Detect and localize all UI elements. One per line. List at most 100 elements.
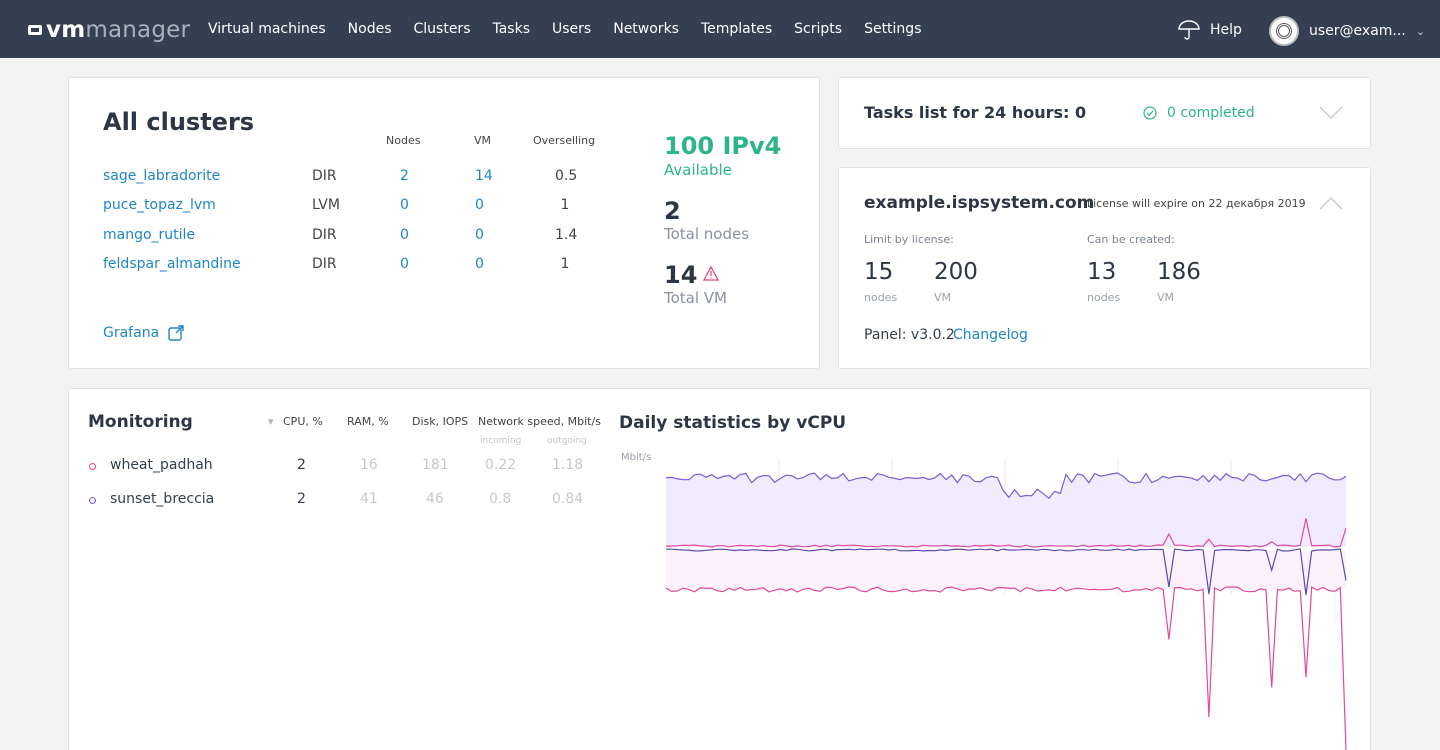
avatar-icon xyxy=(1276,23,1292,39)
cluster-overselling: 1 xyxy=(560,197,570,213)
check-circle-icon xyxy=(1143,106,1157,120)
limit-nodes-value: 15 xyxy=(864,259,894,285)
table-row: puce_topaz_lvm LVM 0 0 1 xyxy=(69,197,629,217)
cluster-overselling: 0.5 xyxy=(555,168,578,184)
ipv4-available-value: 100 IPv4 xyxy=(664,132,782,160)
cluster-type: DIR xyxy=(312,227,337,243)
cluster-vm-link[interactable]: 0 xyxy=(475,227,484,243)
vmmanager-logo[interactable]: vm manager xyxy=(28,17,190,43)
cluster-link[interactable]: sage_labradorite xyxy=(103,168,221,184)
cluster-type: LVM xyxy=(312,197,340,213)
main-nav: Virtual machines Nodes Clusters Tasks Us… xyxy=(208,0,943,58)
cluster-link[interactable]: feldspar_almandine xyxy=(103,256,241,272)
vm-ram: 16 xyxy=(360,457,378,473)
can-nodes-unit: nodes xyxy=(1087,291,1121,304)
changelog-link[interactable]: Changelog xyxy=(953,327,1028,343)
series-line-mid-outgoing xyxy=(666,518,1347,548)
nav-templates[interactable]: Templates xyxy=(700,21,773,37)
ipv4-available-label: Available xyxy=(664,161,732,179)
license-expire: License will expire on 22 декабря 2019 xyxy=(1087,197,1306,210)
vm-name: sunset_breccia xyxy=(110,491,215,507)
cluster-vm-link[interactable]: 14 xyxy=(475,168,493,184)
series-line-outgoing xyxy=(666,586,1347,750)
vm-net-out: 1.18 xyxy=(552,457,584,473)
monitoring-title: Monitoring xyxy=(88,412,193,432)
total-nodes-value: 2 xyxy=(664,197,681,225)
cluster-vm-link[interactable]: 0 xyxy=(475,256,484,272)
col-ram-header[interactable]: RAM, % xyxy=(347,415,389,428)
table-row: feldspar_almandine DIR 0 0 1 xyxy=(69,256,629,276)
clusters-title: All clusters xyxy=(103,108,255,136)
col-network-header[interactable]: Network speed, Mbit/s xyxy=(478,415,601,428)
series-line-incoming xyxy=(666,472,1347,500)
nav-users[interactable]: Users xyxy=(552,21,592,37)
cluster-overselling: 1.4 xyxy=(555,227,578,243)
nav-networks[interactable]: Networks xyxy=(613,21,679,37)
avatar xyxy=(1269,16,1299,46)
license-card: example.ispsystem.com License will expir… xyxy=(838,167,1371,369)
vm-net-in: 0.8 xyxy=(489,491,512,507)
top-bar: vm manager Virtual machines Nodes Cluster… xyxy=(0,0,1440,58)
cluster-overselling: 1 xyxy=(560,256,570,272)
status-dot-icon xyxy=(89,497,96,504)
nav-clusters[interactable]: Clusters xyxy=(413,21,471,37)
chart-title: Daily statistics by vCPU xyxy=(619,413,847,433)
nav-nodes[interactable]: Nodes xyxy=(347,21,392,37)
col-vm-header: VM xyxy=(474,134,492,147)
cluster-link[interactable]: puce_topaz_lvm xyxy=(103,197,216,213)
user-label: user@exam... xyxy=(1309,23,1406,39)
cluster-type: DIR xyxy=(312,256,337,272)
total-nodes-label: Total nodes xyxy=(664,225,750,243)
nav-tasks[interactable]: Tasks xyxy=(492,21,530,37)
license-host: example.ispsystem.com xyxy=(864,193,1095,213)
cluster-link[interactable]: mango_rutile xyxy=(103,227,196,243)
cluster-nodes-link[interactable]: 0 xyxy=(400,227,409,243)
daily-vcpu-chart xyxy=(666,459,1347,750)
limit-nodes-unit: nodes xyxy=(864,291,898,304)
grafana-link[interactable]: Grafana xyxy=(103,325,184,341)
cluster-nodes-link[interactable]: 2 xyxy=(400,168,409,184)
table-row: sage_labradorite DIR 2 14 0.5 xyxy=(69,168,629,188)
logo-manager-text: manager xyxy=(85,17,191,43)
col-overselling-header: Overselling xyxy=(533,134,596,147)
nav-scripts[interactable]: Scripts xyxy=(794,21,843,37)
can-nodes-value: 13 xyxy=(1087,259,1117,285)
vm-net-in: 0.22 xyxy=(485,457,517,473)
panel-version: Panel: v3.0.2 xyxy=(864,327,955,343)
status-dot-icon xyxy=(89,463,96,470)
col-cpu-header[interactable]: CPU, % xyxy=(283,415,323,428)
vm-cpu: 2 xyxy=(297,491,306,507)
can-vm-value: 186 xyxy=(1157,259,1201,285)
vm-ram: 41 xyxy=(360,491,378,507)
chart-unit-label: Mbit/s xyxy=(621,452,652,463)
chevron-down-icon[interactable] xyxy=(1319,106,1343,120)
chevron-up-icon[interactable] xyxy=(1319,196,1343,210)
tasks-completed[interactable]: 0 completed xyxy=(1143,105,1255,121)
sort-desc-icon[interactable]: ▾ xyxy=(268,415,274,428)
cluster-nodes-link[interactable]: 0 xyxy=(400,197,409,213)
umbrella-icon xyxy=(1178,20,1200,40)
series-line-mid-incoming xyxy=(666,548,1347,596)
clusters-card: All clusters Nodes VM Overselling sage_l… xyxy=(68,77,820,369)
monitoring-card: Monitoring ▾ CPU, % RAM, % Disk, IOPS Ne… xyxy=(68,388,1371,750)
cluster-vm-link[interactable]: 0 xyxy=(475,197,484,213)
cluster-nodes-link[interactable]: 0 xyxy=(400,256,409,272)
limit-label: Limit by license: xyxy=(864,233,954,246)
nav-virtual-machines[interactable]: Virtual machines xyxy=(208,21,326,37)
nav-settings[interactable]: Settings xyxy=(864,21,922,37)
vm-disk: 46 xyxy=(426,491,444,507)
col-disk-header[interactable]: Disk, IOPS xyxy=(412,415,469,428)
user-menu[interactable]: user@exam... ⌄ xyxy=(1269,16,1425,46)
tasks-card: Tasks list for 24 hours: 0 0 completed xyxy=(838,77,1371,149)
limit-vm-unit: VM xyxy=(934,291,952,304)
logo-mark-icon xyxy=(28,25,42,35)
vm-net-out: 0.84 xyxy=(552,491,584,507)
col-outgoing-header: outgoing xyxy=(547,436,587,446)
outgoing-area xyxy=(666,551,1346,589)
can-vm-unit: VM xyxy=(1157,291,1175,304)
table-row[interactable]: sunset_breccia 2 41 46 0.8 0.84 xyxy=(69,491,609,511)
vm-cpu: 2 xyxy=(297,457,306,473)
help-button[interactable]: Help xyxy=(1178,20,1242,40)
cluster-type: DIR xyxy=(312,168,337,184)
table-row[interactable]: wheat_padhah 2 16 181 0.22 1.18 xyxy=(69,457,609,477)
